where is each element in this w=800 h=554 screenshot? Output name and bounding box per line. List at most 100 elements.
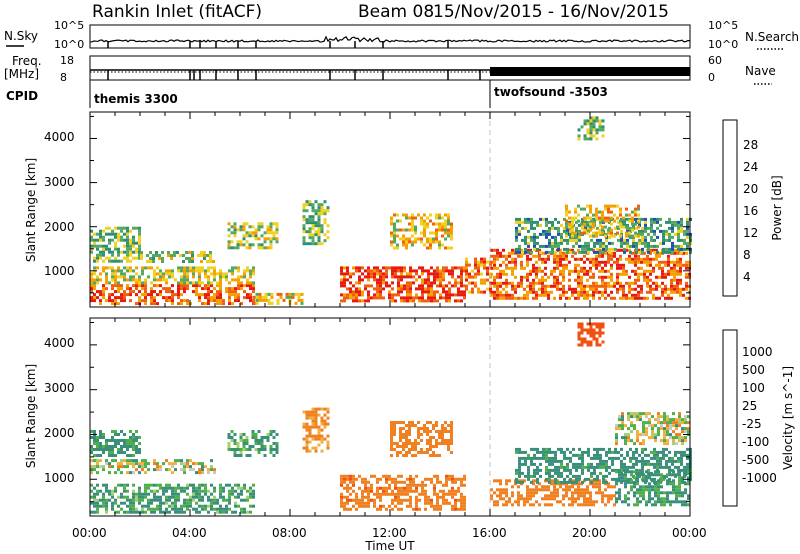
velocity-cell [399,427,402,430]
velocity-cell [219,483,222,487]
velocity-cell [96,448,99,451]
power-cell [677,223,680,227]
velocity-cell [153,468,156,472]
power-cell [616,287,619,291]
velocity-cell [636,497,639,501]
power-cell [438,225,441,229]
velocity-cell [624,470,627,474]
power-cell [533,247,536,251]
power-cell [668,235,671,239]
velocity-cell [607,485,610,489]
power-cell [608,241,611,245]
power-cell [566,250,569,254]
velocity-cell [227,436,231,439]
velocity-cell [593,465,596,469]
power-cell [557,244,560,248]
power-cell [629,226,632,230]
power-cell [209,257,212,260]
power-cell [177,296,180,300]
power-cell [637,225,640,229]
power-cell [661,287,664,291]
velocity-cell [189,468,192,472]
power-cell [545,232,548,236]
power-cell [524,241,527,245]
power-cell [391,272,394,276]
velocity-cell [111,495,114,499]
power-cell [311,215,315,219]
power-cell [592,234,595,238]
power-cell [641,226,644,230]
power-cell [120,259,123,263]
power-cell [90,235,93,239]
power-cell [662,232,665,236]
power-cell [511,281,514,285]
velocity-cell [581,471,584,475]
power-cell [598,284,601,288]
velocity-cell [435,424,438,427]
velocity-cell [614,447,617,451]
power-cell [108,296,111,300]
velocity-cell [141,492,144,496]
power-cell [203,251,206,254]
power-cell [529,287,532,291]
power-cell [243,272,246,276]
velocity-cell [421,480,424,484]
power-cell [551,250,554,254]
power-cell [317,221,321,225]
velocity-cell [590,465,593,469]
power-cell [486,287,489,291]
velocity-cell [397,495,400,499]
power-cell [180,293,183,297]
velocity-cell [589,322,593,326]
power-cell [114,296,117,300]
velocity-cell [174,507,177,511]
velocity-cell [159,486,162,490]
velocity-cell [397,507,400,511]
power-cell [631,293,634,297]
power-cell [393,213,396,217]
velocity-cell [642,497,645,501]
power-cell [578,223,581,227]
velocity-cell [630,439,633,443]
power-cell [240,281,243,285]
velocity-cell [460,483,463,487]
power-cell [670,284,673,288]
power-cell [613,254,616,258]
power-cell [153,269,156,273]
velocity-cell [445,492,448,496]
velocity-cell [502,491,505,495]
velocity-cell [657,497,660,501]
velocity-cell [340,501,343,505]
power-cell [520,275,523,279]
power-cell [511,257,514,261]
velocity-cell [135,430,138,433]
velocity-cell [411,424,414,427]
power-cell [114,226,117,230]
power-cell [427,269,430,273]
velocity-cell [231,489,234,493]
power-cell [502,281,505,285]
velocity-cell [219,504,222,508]
velocity-cell [93,430,96,433]
velocity-cell [114,454,117,457]
power-cell [129,299,132,303]
power-cell [529,272,532,276]
power-cell [147,275,150,279]
velocity-cell [665,453,668,457]
velocity-cell [231,486,234,490]
velocity-cell [593,456,596,460]
power-cell [252,272,255,276]
power-cell [146,260,149,263]
power-cell [411,240,414,244]
power-cell [646,284,649,288]
velocity-cell [346,507,349,511]
velocity-cell [530,459,533,463]
power-cell [562,278,565,282]
power-cell [438,243,441,247]
velocity-cell [408,427,411,430]
velocity-cell [444,427,447,430]
power-cell [583,222,586,226]
velocity-cell [227,442,231,445]
power-cell [547,293,550,297]
velocity-cell [421,486,424,490]
